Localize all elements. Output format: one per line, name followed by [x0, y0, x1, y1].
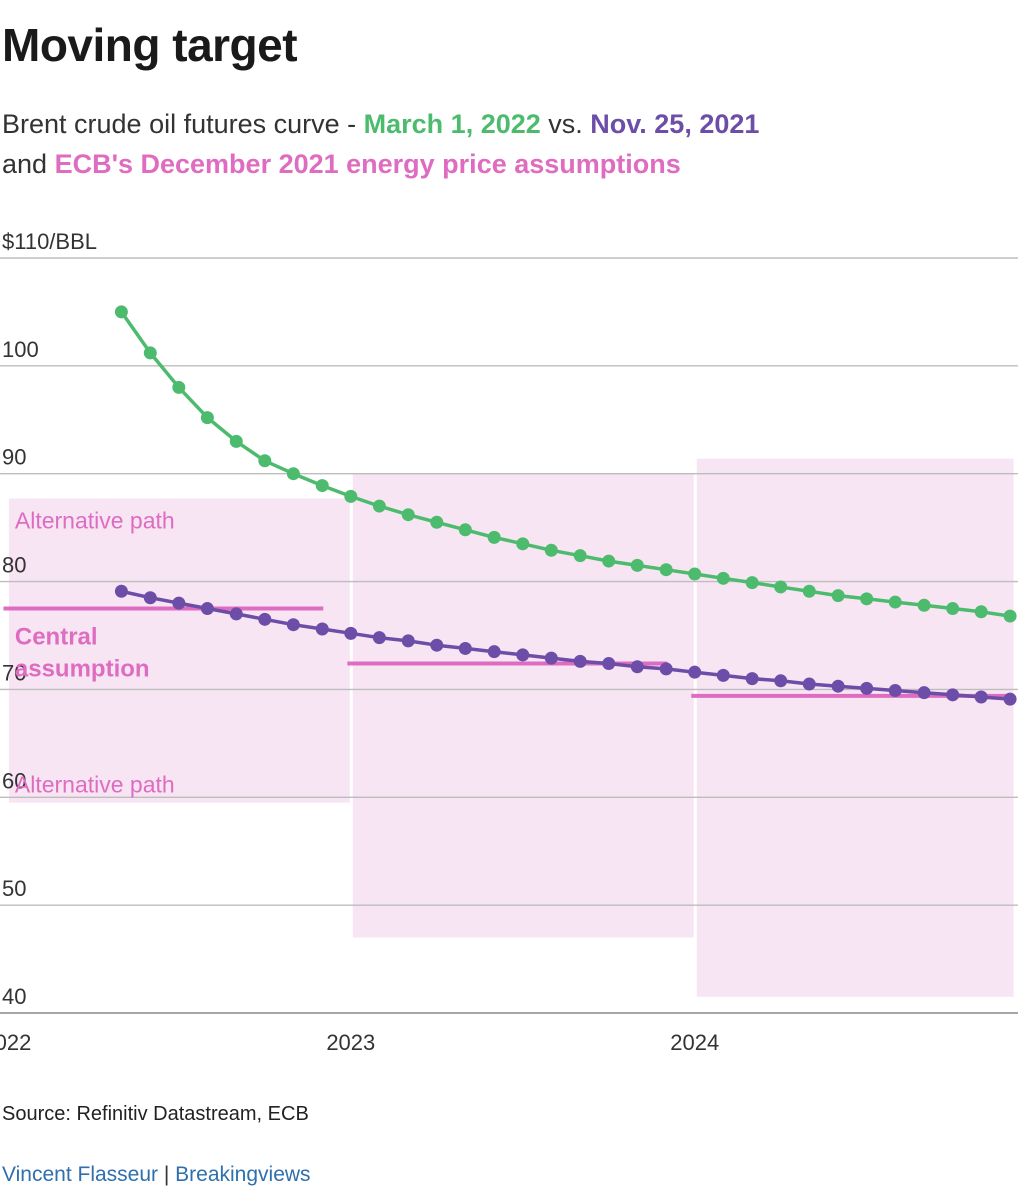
march-point-24 [774, 580, 788, 594]
annotation-central-line2: assumption [15, 656, 150, 683]
y-tick-label-110: $110/BBL [2, 229, 97, 254]
march-point-15 [516, 537, 530, 551]
march-point-28 [888, 595, 902, 609]
nov-point-32 [1003, 692, 1017, 706]
outlet-link[interactable]: Breakingviews [175, 1163, 311, 1186]
subtitle-vs: vs. [540, 109, 591, 139]
march-point-17 [573, 549, 587, 563]
nov-point-26 [831, 679, 845, 693]
march-point-8 [315, 479, 329, 493]
subtitle-and: and [2, 149, 55, 179]
march-point-27 [860, 592, 874, 606]
y-tick-label-90: 90 [2, 445, 26, 470]
march-point-18 [602, 554, 616, 568]
subtitle-ecb: ECB's December 2021 energy price assumpt… [54, 149, 681, 179]
march-point-20 [659, 563, 673, 577]
annotation-central-line1: Central [15, 624, 98, 651]
y-tick-label-60: 60 [2, 768, 26, 793]
ecb-band-2 [352, 473, 694, 938]
subtitle-prefix: Brent crude oil futures curve - [2, 109, 364, 139]
nov-point-9 [344, 626, 358, 640]
nov-point-12 [430, 638, 444, 652]
march-point-6 [258, 454, 272, 468]
x-tick-label-2023: 2023 [326, 1030, 375, 1055]
nov-point-18 [602, 657, 616, 671]
nov-point-8 [315, 622, 329, 636]
y-tick-label-100: 100 [2, 337, 39, 362]
chart-title: Moving target [2, 19, 298, 71]
march-point-25 [802, 584, 816, 598]
march-point-16 [544, 543, 558, 557]
march-point-13 [458, 523, 472, 537]
credit-line: Vincent Flasseur | Breakingviews [2, 1163, 311, 1187]
nov-point-23 [745, 672, 759, 686]
march-point-10 [372, 499, 386, 513]
nov-point-31 [974, 690, 988, 704]
nov-point-21 [688, 665, 702, 679]
nov-point-28 [888, 684, 902, 698]
x-tick-label-2024: 2024 [670, 1030, 719, 1055]
march-point-26 [831, 589, 845, 603]
y-tick-label-50: 50 [2, 876, 26, 901]
nov-point-29 [917, 686, 931, 700]
nov-point-14 [487, 645, 501, 659]
march-point-12 [430, 515, 444, 529]
ecb-band-1 [8, 498, 350, 803]
source-note: Source: Refinitiv Datastream, ECB [2, 1103, 309, 1125]
march-point-9 [344, 489, 358, 503]
nov-point-11 [401, 634, 415, 648]
march-point-30 [946, 602, 960, 616]
nov-point-15 [516, 648, 530, 662]
march-point-5 [229, 434, 243, 448]
ecb-band-3 [696, 458, 1014, 997]
credit-separator: | [158, 1163, 176, 1186]
march-point-11 [401, 508, 415, 522]
march-point-1 [114, 305, 128, 319]
nov-point-4 [200, 602, 214, 616]
nov-point-30 [946, 688, 960, 702]
nov-point-6 [258, 612, 272, 626]
nov-point-5 [229, 607, 243, 621]
nov-point-20 [659, 662, 673, 676]
march-point-21 [688, 567, 702, 581]
x-tick-label-2022: 2022 [0, 1030, 31, 1055]
nov-point-17 [573, 654, 587, 668]
nov-point-24 [774, 674, 788, 688]
futures-chart: 40 50 60 70 80 90 100 $110/BBL 2022 2023 2024 Alter… [0, 229, 1018, 1055]
nov-point-10 [372, 631, 386, 645]
march-point-19 [630, 558, 644, 572]
nov-point-19 [630, 660, 644, 674]
march-point-2 [143, 346, 157, 360]
march-point-22 [716, 571, 730, 585]
march-point-23 [745, 576, 759, 590]
march-point-31 [974, 605, 988, 619]
annotation-alt-path-lower: Alternative path [15, 772, 175, 798]
nov-point-7 [286, 618, 300, 632]
y-tick-label-40: 40 [2, 984, 26, 1009]
march-point-4 [200, 411, 214, 425]
y-tick-label-80: 80 [2, 553, 26, 578]
nov-point-13 [458, 641, 472, 655]
march-point-7 [286, 467, 300, 481]
author-link[interactable]: Vincent Flasseur [2, 1163, 159, 1186]
march-point-3 [172, 380, 186, 394]
march-point-32 [1003, 609, 1017, 623]
y-tick-label-70: 70 [2, 660, 26, 685]
nov-point-16 [544, 651, 558, 665]
march-point-29 [917, 598, 931, 612]
subtitle-nov-date: Nov. 25, 2021 [590, 109, 760, 139]
annotation-alt-path-upper: Alternative path [15, 508, 175, 534]
nov-point-27 [860, 681, 874, 695]
subtitle-march-date: March 1, 2022 [363, 109, 541, 139]
nov-point-22 [716, 668, 730, 682]
nov-point-1 [114, 584, 128, 598]
march-point-14 [487, 530, 501, 544]
chart-subtitle: Brent crude oil futures curve - March 1,… [2, 104, 759, 184]
nov-point-25 [802, 677, 816, 691]
nov-point-2 [143, 591, 157, 605]
nov-point-3 [172, 596, 186, 610]
